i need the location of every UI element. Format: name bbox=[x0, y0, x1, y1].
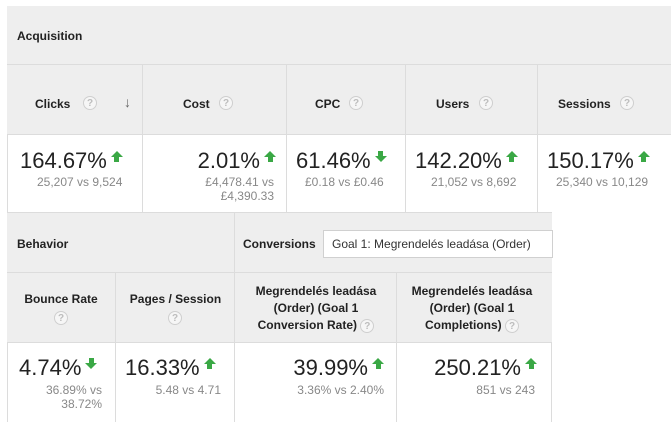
help-icon[interactable]: ? bbox=[620, 96, 634, 110]
goal-select-dropdown[interactable]: Goal 1: Megrendelés leadása (Order) bbox=[323, 230, 553, 258]
sessions-value-cell: 150.17% 25,340 vs 10,129 bbox=[537, 134, 671, 212]
behavior-title: Behavior bbox=[17, 237, 69, 251]
trend-down-icon bbox=[85, 358, 98, 369]
cost-change-value: 2.01% bbox=[197, 148, 260, 173]
clicks-label: Clicks bbox=[35, 97, 71, 111]
goal1-completions-compare: 851 vs 243 bbox=[476, 383, 535, 397]
cost-label: Cost bbox=[183, 97, 210, 111]
pages-per-session-label: Pages / Session bbox=[129, 292, 222, 306]
trend-up-icon bbox=[637, 151, 650, 162]
clicks-change-value: 164.67% bbox=[20, 148, 107, 173]
users-label: Users bbox=[436, 97, 470, 111]
clicks-compare: 25,207 vs 9,524 bbox=[37, 175, 123, 189]
acquisition-title: Acquisition bbox=[17, 29, 83, 43]
cpc-compare: £0.18 vs £0.46 bbox=[305, 175, 384, 189]
cost-value-cell: 2.01% £4,478.41 vs £4,390.33 bbox=[142, 134, 286, 212]
goal1-conversion-rate-label-line1: Megrendelés leadása bbox=[255, 284, 377, 298]
help-icon[interactable]: ? bbox=[219, 96, 233, 110]
trend-up-icon bbox=[372, 358, 384, 369]
bounce-rate-change-value: 4.74% bbox=[19, 355, 82, 380]
sessions-compare: 25,340 vs 10,129 bbox=[556, 175, 649, 189]
cost-compare-line2: £4,390.33 bbox=[220, 189, 274, 203]
help-icon[interactable]: ? bbox=[349, 96, 363, 110]
sort-down-arrow-icon[interactable]: ↓ bbox=[124, 94, 131, 110]
column-header-bounce-rate[interactable]: Bounce Rate ? bbox=[7, 272, 115, 342]
conversions-title: Conversions bbox=[243, 237, 316, 251]
pages-per-session-change-value: 16.33% bbox=[125, 355, 200, 380]
users-compare: 21,052 vs 8,692 bbox=[431, 175, 517, 189]
cpc-change-value: 61.46% bbox=[296, 148, 371, 173]
cpc-value-cell: 61.46% £0.18 vs £0.46 bbox=[286, 134, 405, 212]
users-change-value: 142.20% bbox=[415, 148, 502, 173]
goal1-completions-label-line2: (Order) (Goal 1 bbox=[429, 301, 515, 315]
trend-up-icon bbox=[203, 358, 216, 369]
bounce-rate-value-cell: 4.74% 36.89% vs 38.72% bbox=[7, 342, 115, 422]
goal1-completions-change-value: 250.21% bbox=[434, 355, 521, 380]
help-icon[interactable]: ? bbox=[54, 311, 68, 325]
column-header-clicks[interactable]: Clicks ? ↓ bbox=[7, 64, 142, 134]
users-value-cell: 142.20% 21,052 vs 8,692 bbox=[405, 134, 537, 212]
column-header-users[interactable]: Users ? bbox=[405, 64, 537, 134]
goal1-conversion-rate-compare: 3.36% vs 2.40% bbox=[297, 383, 384, 397]
trend-up-icon bbox=[264, 151, 276, 162]
column-header-cost[interactable]: Cost ? bbox=[142, 64, 286, 134]
trend-up-icon bbox=[110, 151, 123, 162]
trend-up-icon bbox=[505, 151, 518, 162]
pages-per-session-compare: 5.48 vs 4.71 bbox=[155, 383, 221, 397]
goal1-completions-label-line3: Completions) bbox=[424, 318, 502, 332]
behavior-header: Behavior bbox=[7, 212, 234, 272]
conversions-header: Conversions Goal 1: Megrendelés leadása … bbox=[234, 212, 553, 272]
bounce-rate-label: Bounce Rate bbox=[24, 292, 98, 306]
help-icon[interactable]: ? bbox=[168, 311, 182, 325]
help-icon[interactable]: ? bbox=[83, 96, 97, 110]
column-header-goal1-conversion-rate[interactable]: Megrendelés leadása (Order) (Goal 1 Conv… bbox=[234, 272, 396, 342]
help-icon[interactable]: ? bbox=[479, 96, 493, 110]
bounce-rate-compare-line2: 38.72% bbox=[61, 397, 102, 411]
column-header-cpc[interactable]: CPC ? bbox=[286, 64, 405, 134]
bounce-rate-compare-line1: 36.89% vs bbox=[45, 383, 102, 397]
acquisition-header: Acquisition bbox=[7, 6, 671, 64]
clicks-value-cell: 164.67% 25,207 vs 9,524 bbox=[7, 134, 142, 212]
column-header-goal1-completions[interactable]: Megrendelés leadása (Order) (Goal 1 Comp… bbox=[396, 272, 552, 342]
pages-per-session-value-cell: 16.33% 5.48 vs 4.71 bbox=[115, 342, 234, 422]
column-header-sessions[interactable]: Sessions ? bbox=[537, 64, 671, 134]
help-icon[interactable]: ? bbox=[360, 318, 375, 333]
goal1-conversion-rate-label-line3: Conversion Rate) bbox=[257, 318, 357, 332]
help-icon[interactable]: ? bbox=[505, 318, 519, 333]
goal1-completions-value-cell: 250.21% 851 vs 243 bbox=[396, 342, 552, 422]
trend-down-icon bbox=[374, 151, 387, 162]
column-header-pages-per-session[interactable]: Pages / Session ? bbox=[115, 272, 234, 342]
goal1-conversion-rate-label-line2: (Order) (Goal 1 bbox=[273, 301, 359, 315]
cost-compare-line1: £4,478.41 vs bbox=[205, 175, 274, 189]
trend-up-icon bbox=[525, 358, 537, 369]
sessions-label: Sessions bbox=[558, 97, 611, 111]
goal1-conversion-rate-change-value: 39.99% bbox=[293, 355, 368, 380]
sessions-change-value: 150.17% bbox=[547, 148, 634, 173]
goal1-conversion-rate-value-cell: 39.99% 3.36% vs 2.40% bbox=[234, 342, 396, 422]
goal1-completions-label-line1: Megrendelés leadása bbox=[411, 284, 533, 298]
cpc-label: CPC bbox=[315, 97, 341, 111]
